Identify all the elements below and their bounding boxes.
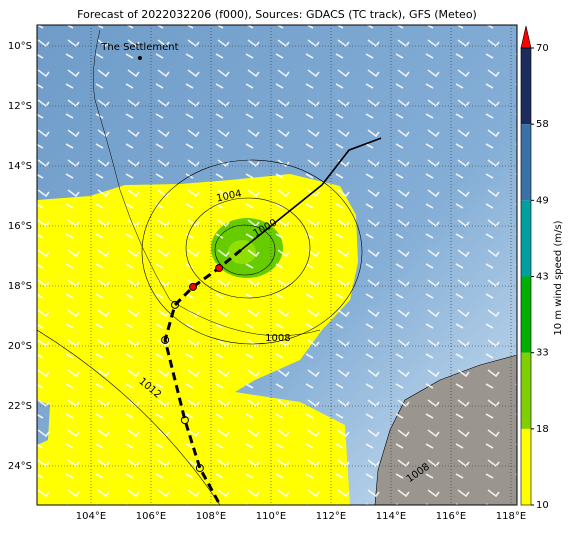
colorbar-segment <box>521 200 531 277</box>
x-tick-label: 108°E <box>196 511 226 522</box>
y-tick-label: 22°S <box>8 401 32 412</box>
isobars <box>37 159 363 505</box>
colorbar-tick-label: 49 <box>536 195 549 206</box>
map-frame <box>36 24 518 506</box>
y-tick-label: 14°S <box>8 161 32 172</box>
y-tick-label: 24°S <box>8 461 32 472</box>
forecast-track <box>163 248 242 506</box>
y-tick-label: 18°S <box>8 281 32 292</box>
colorbar-tick-label: 70 <box>536 43 549 54</box>
track-point <box>180 416 189 425</box>
observed-track <box>240 137 382 251</box>
map-area <box>37 25 517 505</box>
track-point <box>189 282 197 291</box>
colorbar-tick-label: 33 <box>536 348 549 359</box>
track-point <box>171 300 179 309</box>
colorbar-tick-label: 18 <box>536 424 549 435</box>
x-tick-label: 110°E <box>256 511 286 522</box>
track-point <box>215 264 224 272</box>
coastline <box>93 29 321 336</box>
wind-barbs <box>37 25 517 505</box>
x-tick-label: 104°E <box>76 511 106 522</box>
track-point <box>195 464 204 473</box>
contour-label: 1004 <box>216 188 243 204</box>
colorbar-extend <box>520 25 532 49</box>
place-label: The Settlement <box>100 42 178 53</box>
title: Forecast of 2022032206 (f000), Sources: … <box>77 8 477 21</box>
y-tick-label: 16°S <box>8 221 32 232</box>
x-tick-label: 112°E <box>316 511 346 522</box>
contour-label: 1008 <box>265 333 290 344</box>
colorbar-tick-label: 43 <box>536 272 549 283</box>
place-marker <box>137 56 142 60</box>
colorbar-segment <box>521 124 531 201</box>
x-tick-label: 118°E <box>496 511 526 522</box>
colorbar-segment <box>521 352 531 429</box>
colorbar-segment <box>521 48 531 125</box>
y-tick-label: 20°S <box>8 341 32 352</box>
y-tick-label: 10°S <box>8 41 32 52</box>
x-tick-label: 114°E <box>376 511 406 522</box>
colorbar-segment <box>521 276 531 353</box>
colorbar-tick-label: 10 <box>536 500 549 511</box>
y-tick-label: 12°S <box>8 101 32 112</box>
x-tick-label: 116°E <box>436 511 466 522</box>
track-point <box>161 336 170 344</box>
colorbar-label: 10 m wind speed (m/s) <box>553 220 564 335</box>
colorbar-segment <box>521 428 531 505</box>
x-tick-label: 106°E <box>136 511 166 522</box>
colorbar-tick-label: 58 <box>536 119 549 130</box>
